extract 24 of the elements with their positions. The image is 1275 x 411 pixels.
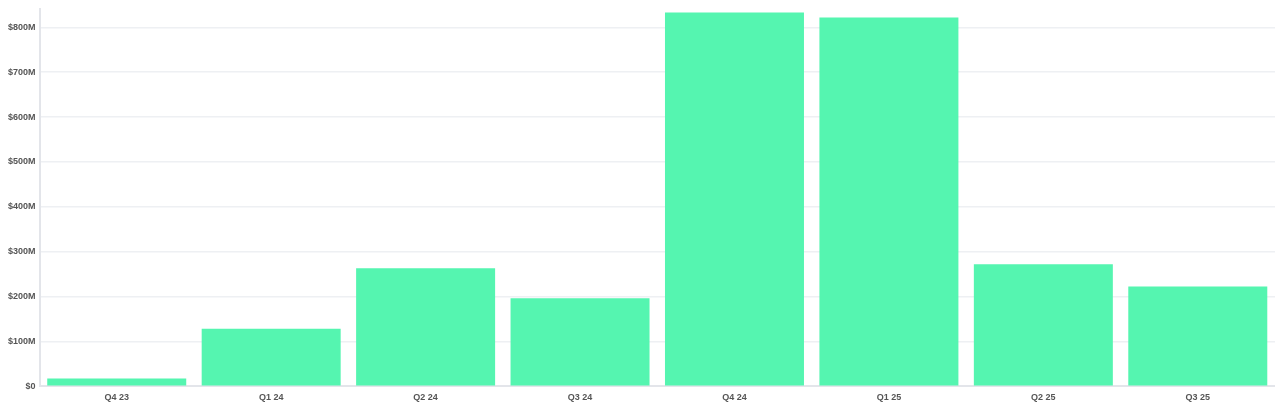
y-tick-label: $800M	[7, 21, 36, 32]
bar	[201, 328, 341, 386]
x-tick-label: Q1 24	[258, 392, 284, 403]
y-tick-label: $100M	[7, 335, 36, 346]
y-tick-label: $500M	[7, 156, 36, 167]
x-tick-label: Q2 24	[413, 392, 438, 403]
bar	[819, 17, 959, 386]
x-tick-label: Q1 25	[876, 392, 902, 403]
x-tick-label: Q3 24	[567, 392, 593, 403]
y-tick-label: $700M	[7, 66, 36, 77]
y-tick-label: $200M	[7, 290, 36, 301]
y-tick-label: $0	[25, 380, 36, 391]
y-tick-label: $300M	[7, 246, 36, 257]
x-tick-label: Q2 25	[1031, 392, 1056, 403]
x-tick-label: Q3 25	[1185, 392, 1211, 403]
y-tick-label: $600M	[7, 111, 36, 122]
y-tick-label: $400M	[7, 201, 36, 212]
bar	[510, 298, 650, 386]
x-tick-label: Q4 23	[104, 392, 129, 403]
bar	[973, 264, 1113, 386]
bar	[664, 12, 804, 386]
bar	[1128, 286, 1268, 386]
bar	[356, 268, 496, 386]
x-tick-label: Q4 24	[722, 392, 747, 403]
